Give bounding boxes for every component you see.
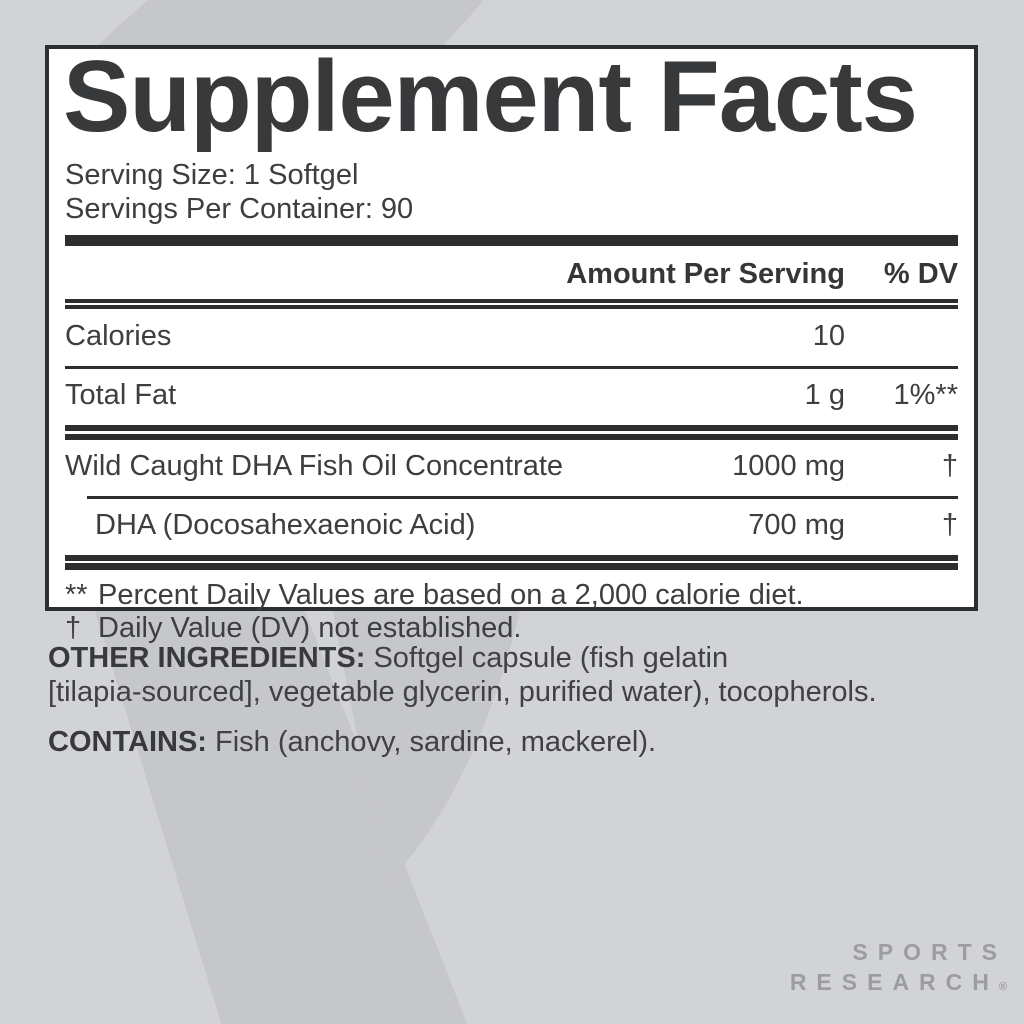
serving-info: Serving Size: 1 Softgel Servings Per Con… bbox=[65, 158, 958, 226]
brand-logo: SPORTS RESEARCH® bbox=[790, 937, 1007, 1002]
divider-thin-indented bbox=[87, 496, 958, 500]
header-amount-per-serving: Amount Per Serving bbox=[566, 258, 845, 291]
ingredients-section: OTHER INGREDIENTS: Softgel capsule (fish… bbox=[48, 641, 1003, 759]
footnote-symbol: ** bbox=[65, 579, 88, 612]
contains-text: Fish (anchovy, sardine, mackerel). bbox=[206, 726, 657, 758]
nutrient-name: Calories bbox=[65, 320, 172, 353]
watermark-leg bbox=[95, 611, 468, 1024]
footnote-symbol: † bbox=[65, 612, 82, 645]
serving-size: Serving Size: 1 Softgel bbox=[65, 159, 359, 192]
other-ingredients-line2: [tilapia-sourced], vegetable glycerin, p… bbox=[48, 676, 877, 708]
contains-paragraph: CONTAINS: Fish (anchovy, sardine, macker… bbox=[48, 725, 1003, 759]
nutrient-dv: 1%** bbox=[893, 379, 959, 412]
nutrient-row-calories: Calories 10 bbox=[65, 309, 958, 366]
header-percent-dv: % DV bbox=[883, 258, 958, 291]
footnotes: ** Percent Daily Values are based on a 2… bbox=[65, 579, 958, 645]
supplement-facts-panel: Supplement Facts Serving Size: 1 Softgel… bbox=[45, 41, 978, 644]
nutrient-name: Total Fat bbox=[65, 379, 177, 412]
divider-double-under-header bbox=[65, 299, 958, 310]
other-ingredients-label: OTHER INGREDIENTS: bbox=[48, 642, 366, 674]
divider-thin bbox=[65, 366, 958, 370]
divider-thick-top bbox=[65, 235, 958, 247]
nutrient-row-total-fat: Total Fat 1 g 1%** bbox=[65, 369, 958, 425]
footnote-daily-values: ** Percent Daily Values are based on a 2… bbox=[65, 579, 958, 612]
nutrient-amount: 1 g bbox=[804, 379, 845, 412]
nutrient-dv: † bbox=[941, 450, 958, 483]
footnote-text: Daily Value (DV) not established. bbox=[98, 612, 522, 645]
nutrient-amount: 700 mg bbox=[748, 509, 845, 542]
servings-per-container: Servings Per Container: 90 bbox=[65, 193, 414, 226]
table-header: Amount Per Serving % DV bbox=[65, 246, 958, 299]
brand-line-sports: SPORTS bbox=[852, 939, 1007, 965]
divider-double-bottom bbox=[65, 555, 958, 571]
divider-double-mid bbox=[65, 425, 958, 441]
brand-line-research: RESEARCH® bbox=[789, 969, 1007, 995]
nutrient-amount: 1000 mg bbox=[732, 450, 845, 483]
nutrient-name: Wild Caught DHA Fish Oil Concentrate bbox=[65, 450, 564, 483]
nutrient-row-fish-oil: Wild Caught DHA Fish Oil Concentrate 100… bbox=[65, 440, 958, 496]
nutrient-amount: 10 bbox=[812, 320, 845, 353]
nutrient-dv: † bbox=[941, 509, 958, 542]
contains-label: CONTAINS: bbox=[48, 726, 207, 758]
watermark-bowl-bottom bbox=[333, 611, 520, 882]
nutrient-row-dha: DHA (Docosahexaenoic Acid) 700 mg † bbox=[65, 499, 958, 555]
footnote-text: Percent Daily Values are based on a 2,00… bbox=[98, 579, 804, 612]
panel-title: Supplement Facts bbox=[63, 41, 918, 153]
footnote-dv-not-established: † Daily Value (DV) not established. bbox=[65, 612, 958, 645]
other-ingredients-paragraph: OTHER INGREDIENTS: Softgel capsule (fish… bbox=[48, 641, 1003, 709]
other-ingredients-line1: Softgel capsule (fish gelatin bbox=[365, 642, 729, 674]
registered-trademark-symbol: ® bbox=[998, 981, 1007, 993]
nutrient-name: DHA (Docosahexaenoic Acid) bbox=[95, 509, 476, 542]
